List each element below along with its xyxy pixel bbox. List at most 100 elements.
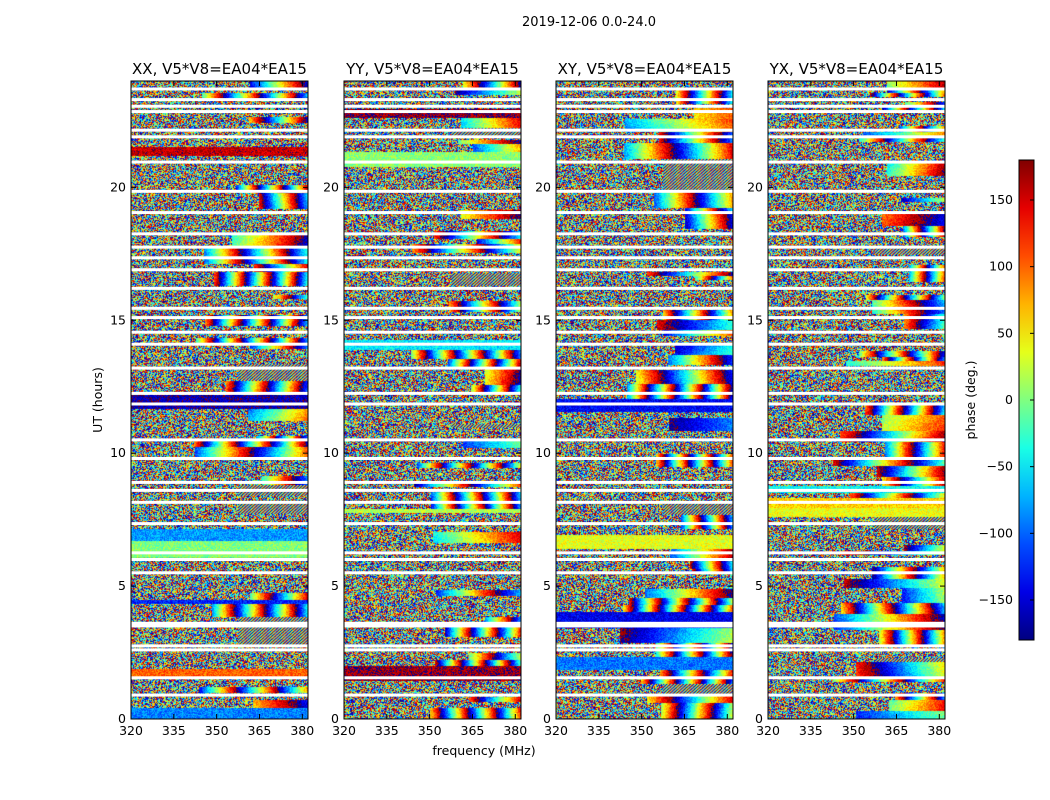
flagged-gap (768, 128, 945, 132)
flagged-gap (131, 391, 308, 395)
flagged-gap (556, 268, 733, 272)
phase-heatmap (768, 81, 945, 719)
flagged-gap (556, 128, 733, 132)
flagged-gap (344, 676, 521, 680)
flagged-gap (556, 330, 733, 334)
x-tick-label: 350 (842, 723, 866, 738)
flagged-gap (344, 693, 521, 697)
panel-title: XY, V5*V8=EA04*EA15 (558, 60, 732, 78)
flagged-gap (556, 306, 733, 310)
flagged-gap (768, 488, 945, 492)
flagged-gap (344, 571, 521, 575)
flagged-gap (768, 456, 945, 460)
flagged-gap (768, 480, 945, 484)
flagged-gap (344, 316, 521, 320)
panel-frame (343, 80, 522, 720)
phase-heatmap (131, 81, 308, 719)
y-tick-label: 20 (323, 179, 339, 194)
flagged-gap (131, 624, 308, 628)
flagged-gap (556, 624, 733, 628)
flagged-gap (556, 644, 733, 648)
flagged-gap (556, 438, 733, 442)
flagged-gap (768, 98, 945, 102)
flagged-gap (768, 402, 945, 406)
flagged-gap (556, 500, 733, 504)
flagged-gap (768, 558, 945, 561)
y-tick-label: 20 (110, 179, 126, 194)
flagged-gap (556, 522, 733, 526)
colorbar-tick-label: −100 (979, 525, 1013, 540)
flagged-gap (344, 189, 521, 193)
flagged-gap (344, 306, 521, 310)
flagged-gap (768, 135, 945, 139)
colorbar-tick-label: 100 (989, 259, 1013, 274)
x-tick-label: 365 (885, 723, 909, 738)
panel-frame (767, 80, 946, 720)
phase-heatmap (556, 81, 733, 719)
y-tick-label: 10 (747, 445, 763, 460)
y-tick-label: 10 (110, 445, 126, 460)
flagged-gap (131, 211, 308, 215)
flagged-gap (344, 391, 521, 395)
flagged-gap (131, 330, 308, 334)
flagged-gap (344, 621, 521, 625)
flagged-gap (344, 135, 521, 139)
y-tick-label: 0 (118, 711, 126, 726)
flagged-gap (344, 98, 521, 102)
panels: XX, V5*V8=EA04*EA15 320 335 350 365 380 0 5 10 15… (110, 60, 951, 738)
y-tick-label: 15 (323, 312, 339, 327)
flagged-gap (131, 456, 308, 460)
flagged-gap (768, 438, 945, 442)
x-tick-label: 365 (248, 723, 272, 738)
x-tick-label: 350 (630, 723, 654, 738)
flagged-gap (768, 644, 945, 648)
flagged-gap (556, 366, 733, 370)
flagged-gap (768, 522, 945, 526)
flagged-gap (344, 366, 521, 370)
flagged-gap (556, 104, 733, 108)
flagged-gap (344, 551, 521, 555)
flagged-gap (768, 621, 945, 625)
panel-3: XY, V5*V8=EA04*EA15 320 335 350 365 380 0 5 10 15… (535, 60, 739, 738)
y-tick-label: 10 (535, 445, 551, 460)
flagged-gap (131, 160, 308, 164)
flagged-gap (556, 402, 733, 406)
colorbar-tick-label: 0 (1005, 392, 1013, 407)
flagged-gap (768, 571, 945, 575)
flagged-gap (556, 232, 733, 236)
flagged-gap (131, 104, 308, 108)
flagged-gap (344, 268, 521, 272)
x-tick-label: 365 (461, 723, 485, 738)
flagged-gap (556, 558, 733, 561)
flagged-gap (556, 286, 733, 290)
x-tick-label: 320 (119, 723, 143, 738)
y-tick-label: 5 (755, 578, 763, 593)
panel-4: YX, V5*V8=EA04*EA15 320 335 350 365 380 0 5 10 15… (747, 60, 951, 738)
y-tick-label: 15 (747, 312, 763, 327)
flagged-gap (556, 110, 733, 114)
flagged-gap (131, 268, 308, 272)
flagged-gap (556, 189, 733, 193)
colorbar-tick-label: −50 (987, 459, 1013, 474)
x-tick-label: 335 (162, 723, 186, 738)
flagged-gap (768, 306, 945, 310)
flagged-gap (556, 571, 733, 575)
panel-2: YY, V5*V8=EA04*EA15 320 335 350 365 380 0 5 10 15… (323, 60, 527, 738)
flagged-gap (556, 316, 733, 320)
flagged-gap (768, 232, 945, 236)
flagged-gap (344, 402, 521, 406)
y-tick-label: 5 (118, 578, 126, 593)
y-tick-label: 20 (535, 179, 551, 194)
x-tick-label: 350 (205, 723, 229, 738)
figure-suptitle: 2019-12-06 0.0-24.0 (522, 15, 656, 30)
colorbar-tick-label: 50 (997, 325, 1013, 340)
flagged-gap (768, 104, 945, 108)
flagged-gap (556, 480, 733, 484)
flagged-gap (131, 316, 308, 320)
y-tick-label: 10 (323, 445, 339, 460)
phase-heatmap (344, 81, 521, 719)
flagged-gap (131, 232, 308, 236)
flagged-gap (768, 500, 945, 504)
flagged-gap (556, 135, 733, 139)
